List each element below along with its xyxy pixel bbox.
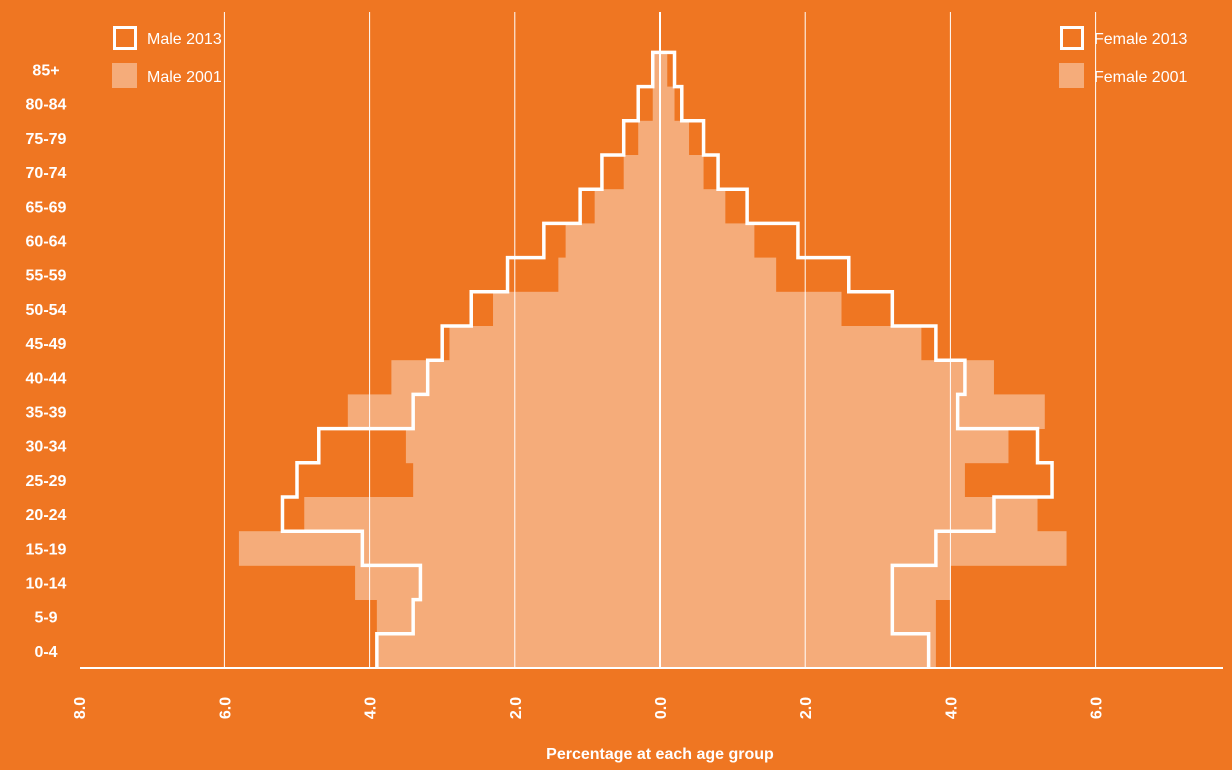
age-label-0-4: 0-4 — [34, 644, 57, 661]
bar-male-2001-60-64 — [565, 223, 660, 258]
bar-female-2001-25-29 — [660, 462, 965, 498]
age-label-10-14: 10-14 — [26, 576, 67, 593]
bar-male-2001-80-84 — [652, 86, 660, 122]
bar-male-2001-10-14 — [355, 565, 660, 600]
x-tick-label-3: 2.0 — [508, 697, 525, 719]
bar-male-2001-0-4 — [376, 633, 660, 669]
outline-female-2013 — [660, 50, 1054, 668]
age-label-15-19: 15-19 — [26, 541, 67, 558]
bar-male-2001-55-59 — [558, 257, 660, 293]
age-group-labels: 0-4 5-9 10-14 15-19 20-24 25-29 30-34 35-39 40-4… — [26, 63, 67, 661]
bar-male-2001-85+ — [652, 52, 660, 87]
gridlines-layer — [223, 12, 1097, 668]
bar-female-2001-0-4 — [660, 633, 936, 669]
bar-male-2001-25-29 — [413, 462, 660, 498]
bar-female-2001-20-24 — [660, 497, 1038, 532]
age-label-55-59: 55-59 — [26, 268, 67, 285]
bar-female-2001-80-84 — [660, 86, 675, 122]
bar-female-2001-50-54 — [660, 291, 842, 327]
bar-female-2001-85+ — [660, 52, 668, 87]
age-label-50-54: 50-54 — [26, 302, 67, 319]
bar-male-2001-70-74 — [623, 155, 660, 190]
age-label-75-79: 75-79 — [26, 131, 67, 148]
bar-female-2001-60-64 — [660, 223, 755, 258]
bar-female-2001-55-59 — [660, 257, 777, 293]
bar-male-2001-5-9 — [376, 599, 660, 635]
bar-female-2001-30-34 — [660, 428, 1009, 464]
age-label-20-24: 20-24 — [26, 507, 67, 524]
legend-label-male-2001: Male 2001 — [147, 69, 222, 86]
x-tick-label-1: 6.0 — [217, 697, 234, 719]
age-label-35-39: 35-39 — [26, 405, 67, 422]
bar-male-2001-50-54 — [493, 291, 660, 327]
bar-female-2001-5-9 — [660, 599, 936, 635]
legend-label-male-2013: Male 2013 — [147, 31, 222, 48]
bar-male-2001-45-49 — [449, 326, 660, 361]
x-tick-label-7: 6.0 — [1089, 697, 1106, 719]
bar-male-2001-30-34 — [405, 428, 660, 464]
bar-female-2001-15-19 — [660, 531, 1067, 566]
age-label-70-74: 70-74 — [26, 165, 67, 182]
x-tick-label-0: 8.0 — [72, 697, 89, 719]
bar-female-2001-45-49 — [660, 326, 922, 361]
bar-male-2001-20-24 — [304, 497, 660, 532]
bar-male-2001-35-39 — [347, 394, 660, 429]
outline-male-2013 — [280, 50, 660, 668]
legend-right: Female 2013 Female 2001 — [1059, 26, 1187, 88]
bar-male-2001-75-79 — [638, 120, 660, 156]
age-label-45-49: 45-49 — [26, 336, 67, 353]
age-label-65-69: 65-69 — [26, 199, 67, 216]
age-label-60-64: 60-64 — [26, 234, 67, 251]
bar-female-2001-75-79 — [660, 120, 690, 156]
bar-male-2001-65-69 — [594, 189, 660, 224]
legend-swatch-male-2001 — [112, 63, 137, 88]
legend-label-female-2013: Female 2013 — [1094, 31, 1187, 48]
x-tick-label-4: 0.0 — [653, 697, 670, 719]
age-label-85+: 85+ — [32, 63, 59, 80]
legend-swatch-female-2001 — [1059, 63, 1084, 88]
age-label-25-29: 25-29 — [26, 473, 67, 490]
filled-bars-layer — [238, 52, 1067, 669]
x-tick-label-6: 4.0 — [943, 697, 960, 719]
outline-series-layer — [280, 50, 1054, 668]
age-label-80-84: 80-84 — [26, 97, 67, 114]
bar-male-2001-40-44 — [391, 360, 660, 395]
legend-left: Male 2013 Male 2001 — [112, 26, 222, 88]
bar-female-2001-40-44 — [660, 360, 994, 395]
bar-female-2001-35-39 — [660, 394, 1045, 429]
bar-male-2001-15-19 — [238, 531, 661, 566]
age-label-30-34: 30-34 — [26, 439, 67, 456]
age-label-40-44: 40-44 — [26, 370, 67, 387]
legend-label-female-2001: Female 2001 — [1094, 69, 1187, 86]
legend-swatch-female-2013 — [1060, 26, 1084, 50]
age-label-5-9: 5-9 — [34, 610, 57, 627]
legend-swatch-male-2013 — [113, 26, 137, 50]
x-tick-label-5: 2.0 — [798, 697, 815, 719]
bar-female-2001-70-74 — [660, 155, 704, 190]
x-tick-label-2: 4.0 — [363, 697, 380, 719]
bar-female-2001-65-69 — [660, 189, 726, 224]
x-axis-title: Percentage at each age group — [546, 746, 774, 763]
x-axis: 8.06.04.02.00.02.04.06.08.0 — [72, 667, 1223, 719]
